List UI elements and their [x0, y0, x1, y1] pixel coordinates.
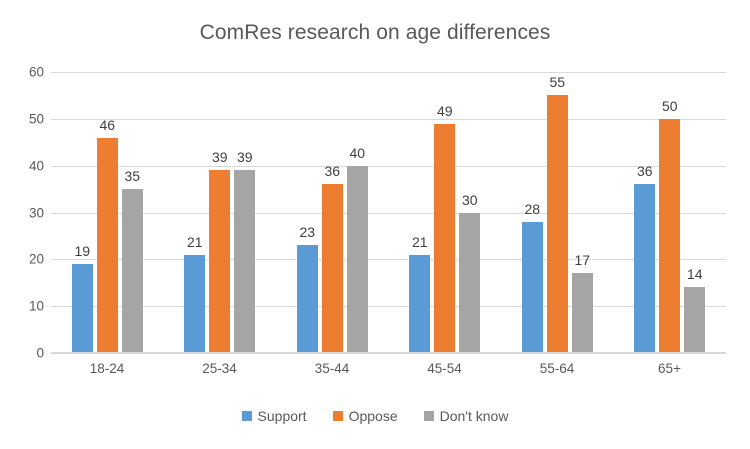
y-axis-tick-label: 40	[28, 158, 44, 174]
bar-value-label: 50	[661, 97, 678, 114]
legend-swatch-icon	[423, 411, 434, 421]
gridline	[51, 353, 726, 354]
bar-support-18-24[interactable]	[71, 264, 93, 353]
bar-value-label: 30	[461, 191, 478, 208]
y-axis-tick-label: 50	[28, 111, 44, 127]
x-axis-tick-label: 55-64	[539, 361, 575, 376]
bar-value-label: 55	[549, 74, 566, 91]
bar-value-label: 36	[324, 163, 341, 180]
legend-item[interactable]: Oppose	[332, 408, 398, 424]
bar-value-label: 19	[74, 243, 91, 260]
gridline	[51, 212, 726, 214]
y-axis-tick-label: 30	[28, 205, 44, 220]
plot-area: 19 46 35 21 39 39 23 36 40 21 49 30 28 55 17 36 50 14	[51, 72, 726, 354]
gridline	[51, 259, 726, 261]
bar-oppose-25-34[interactable]	[209, 170, 231, 353]
legend-swatch-icon	[241, 411, 252, 421]
bar-support-25-34[interactable]	[184, 254, 206, 353]
bar-dontknow-55-64[interactable]	[571, 273, 593, 353]
bar-support-55-64[interactable]	[521, 221, 543, 353]
bar-value-label: 14	[686, 266, 703, 283]
bar-dontknow-35-44[interactable]	[346, 165, 368, 353]
gridline	[51, 306, 726, 308]
bar-value-label: 21	[186, 233, 203, 250]
bar-dontknow-65+[interactable]	[684, 287, 706, 353]
y-axis-tick-label: 60	[28, 64, 44, 80]
bar-value-label: 40	[349, 144, 366, 161]
chart-legend: Support Oppose Don't know	[0, 408, 750, 424]
legend-label: Don't know	[439, 408, 509, 424]
legend-item[interactable]: Support	[241, 408, 307, 424]
bar-support-65+[interactable]	[634, 184, 656, 353]
y-axis-tick-label: 0	[36, 345, 44, 361]
bar-oppose-45-54[interactable]	[434, 123, 456, 353]
x-axis-tick-label: 45-54	[427, 361, 462, 376]
gridline	[51, 118, 726, 120]
x-axis-tick-label: 18-24	[89, 361, 125, 376]
bar-oppose-35-44[interactable]	[321, 184, 343, 353]
legend-label: Oppose	[348, 408, 398, 424]
x-axis-tick-label: 65+	[658, 361, 681, 376]
legend-swatch-icon	[332, 411, 343, 421]
gridline	[51, 72, 726, 73]
x-axis-tick-label: 35-44	[314, 361, 350, 376]
y-axis-tick-label: 10	[28, 298, 44, 314]
gridline	[51, 165, 726, 167]
bar-dontknow-25-34[interactable]	[234, 170, 256, 353]
bar-oppose-65+[interactable]	[659, 118, 681, 353]
bar-value-label: 36	[636, 163, 653, 180]
y-axis: 0 10 20 30 40 50 60	[0, 65, 750, 361]
bar-value-label: 17	[574, 252, 591, 269]
bar-support-45-54[interactable]	[409, 254, 431, 353]
bar-value-label: 23	[299, 224, 316, 241]
bar-value-label: 28	[524, 200, 541, 217]
bar-oppose-18-24[interactable]	[96, 137, 118, 353]
bar-value-label: 35	[124, 168, 141, 185]
bar-value-label: 49	[436, 102, 453, 119]
bar-value-label: 21	[411, 233, 428, 250]
x-axis-tick-label: 25-34	[202, 361, 237, 376]
bar-dontknow-45-54[interactable]	[459, 212, 481, 353]
bar-value-label: 46	[99, 116, 116, 133]
bar-value-label: 39	[211, 149, 228, 166]
y-axis-tick-label: 20	[28, 251, 44, 267]
chart-title: ComRes research on age differences	[199, 21, 551, 44]
bar-dontknow-18-24[interactable]	[121, 189, 143, 353]
bar-support-35-44[interactable]	[296, 245, 318, 353]
bar-value-label: 39	[236, 149, 253, 166]
x-axis-line	[51, 352, 726, 353]
bar-oppose-55-64[interactable]	[546, 95, 568, 353]
legend-label: Support	[257, 408, 307, 424]
legend-item[interactable]: Don't know	[423, 408, 509, 424]
